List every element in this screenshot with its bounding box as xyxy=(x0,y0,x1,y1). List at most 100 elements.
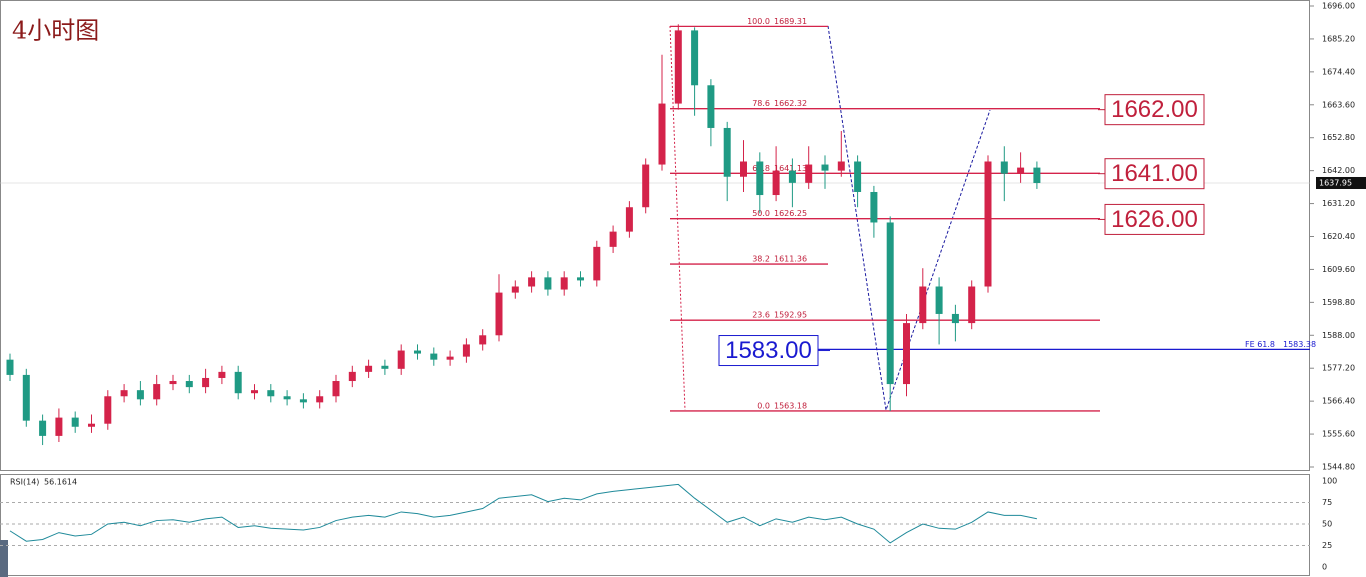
rsi-value: 56.1614 xyxy=(44,478,77,487)
candle-body xyxy=(218,371,226,378)
candle-body xyxy=(740,161,747,177)
fib-level: 78.6 xyxy=(752,99,770,108)
candle-body xyxy=(886,222,894,385)
candle-body xyxy=(805,164,813,183)
y-tick-label: 1598.80 xyxy=(1322,298,1355,307)
candle-body xyxy=(120,390,128,397)
candle-body xyxy=(397,350,405,369)
y-tick-label: 1631.20 xyxy=(1322,199,1355,208)
price-box xyxy=(1104,158,1205,190)
price-box xyxy=(718,335,819,367)
y-tick-label: 1577.20 xyxy=(1322,364,1355,373)
price-box-label: 1583.00 xyxy=(725,337,812,364)
candle-body xyxy=(756,161,764,196)
candle-body xyxy=(332,381,340,397)
candle-body xyxy=(1000,161,1008,174)
candle-body xyxy=(446,356,454,360)
candle-body xyxy=(414,350,421,354)
candle-body xyxy=(707,85,715,128)
rsi-name: RSI(14) xyxy=(10,478,39,487)
candle-body xyxy=(39,420,47,436)
rsi-frame xyxy=(0,474,1310,576)
candle-body xyxy=(560,277,568,290)
fib-level: 50.0 xyxy=(752,209,770,218)
candle-body xyxy=(234,371,242,394)
candle-body xyxy=(609,231,617,247)
candle-body xyxy=(1033,167,1041,183)
fib-price: 1689.31 xyxy=(774,17,807,26)
fib-price: 1641.13 xyxy=(774,164,807,173)
candle-body xyxy=(919,286,927,324)
rsi-tick-label: 75 xyxy=(1322,498,1332,507)
candle-body xyxy=(870,191,878,223)
y-tick-label: 1642.00 xyxy=(1322,166,1355,175)
candle-body xyxy=(202,377,210,388)
candle-body xyxy=(299,399,307,403)
candle-body xyxy=(104,396,112,424)
current-price-label: 1637.95 xyxy=(1319,178,1352,187)
y-tick-label: 1663.60 xyxy=(1322,100,1355,109)
candle-body xyxy=(968,286,976,324)
rsi-tick-label: 25 xyxy=(1322,541,1332,550)
price-box-label: 1626.00 xyxy=(1111,206,1198,233)
y-tick-label: 1674.40 xyxy=(1322,67,1355,76)
price-box-label: 1641.00 xyxy=(1111,160,1198,187)
candle-body xyxy=(854,161,862,192)
candle-body xyxy=(544,277,552,290)
fe-price: 1583.38 xyxy=(1283,340,1316,349)
candle-body xyxy=(153,384,161,400)
fib-price: 1563.18 xyxy=(774,401,807,410)
candle-body xyxy=(625,207,633,232)
candle-body xyxy=(577,277,584,281)
rsi-tick-label: 50 xyxy=(1322,520,1332,529)
candle-body xyxy=(136,390,144,400)
y-tick-label: 1555.60 xyxy=(1322,430,1355,439)
candle-body xyxy=(658,103,666,165)
candle-body xyxy=(642,164,650,208)
candle-body xyxy=(316,396,324,403)
rsi-line xyxy=(9,483,1037,544)
candle-body xyxy=(788,170,796,183)
fib-level: 38.2 xyxy=(752,255,770,264)
fib-price: 1662.32 xyxy=(774,99,807,108)
candle-body xyxy=(528,277,536,287)
fib-level: 23.6 xyxy=(752,311,770,320)
candle-body xyxy=(935,286,943,314)
candle-body xyxy=(495,292,503,336)
y-tick-label: 1685.20 xyxy=(1322,34,1355,43)
candle-body xyxy=(479,335,487,345)
price-box-label: 1662.00 xyxy=(1111,96,1198,123)
fib-price: 1592.95 xyxy=(774,311,807,320)
candle-body xyxy=(55,417,63,436)
y-tick-label: 1609.60 xyxy=(1322,265,1355,274)
y-tick-label: 1620.40 xyxy=(1322,232,1355,241)
candle-body xyxy=(283,396,291,400)
scroll-handle[interactable] xyxy=(0,540,8,577)
price-box xyxy=(1104,94,1205,126)
fib-price: 1611.36 xyxy=(774,255,807,264)
candle-body xyxy=(772,170,780,196)
candle-body xyxy=(1017,167,1025,174)
candle-body xyxy=(381,365,389,369)
price-box xyxy=(1104,203,1205,235)
y-tick-label: 1566.40 xyxy=(1322,397,1355,406)
candle-body xyxy=(951,313,959,324)
candle-body xyxy=(251,390,258,394)
candle-body xyxy=(71,417,79,427)
fib-price: 1626.25 xyxy=(774,209,807,218)
fe-trend xyxy=(827,25,991,411)
candle-body xyxy=(723,127,731,177)
candle-body xyxy=(674,30,682,104)
rsi-tick-label: 100 xyxy=(1322,477,1337,486)
candle-body xyxy=(169,381,177,385)
candle-body xyxy=(267,390,275,397)
fib-level: 0.0 xyxy=(757,401,770,410)
candle-body xyxy=(185,381,193,388)
candle-body xyxy=(821,164,829,171)
candle-body xyxy=(6,359,14,375)
candle-body xyxy=(462,344,470,357)
candle-body xyxy=(903,323,910,385)
y-tick-label: 1544.80 xyxy=(1322,463,1355,472)
chart-title: 4小时图 xyxy=(12,17,99,45)
